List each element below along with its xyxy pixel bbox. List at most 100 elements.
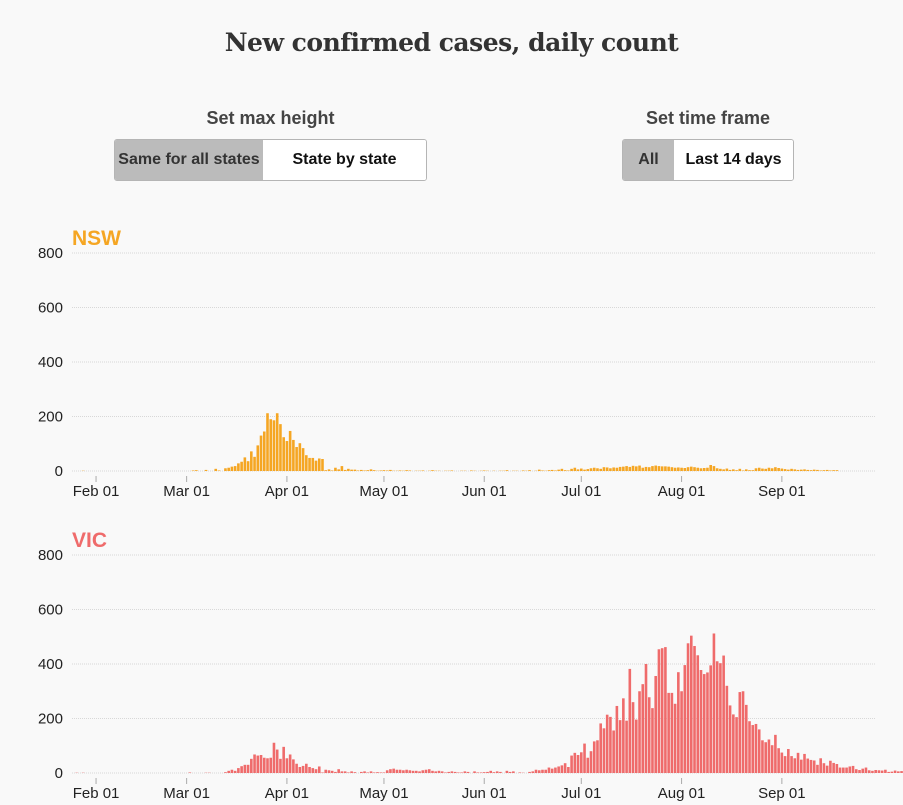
vic-bar [415,770,418,773]
vic-bar [379,772,383,774]
vic-bar [473,771,476,774]
vic-bar [305,763,308,774]
nsw-bar [350,469,353,471]
vic-bar [550,768,554,773]
vic-bar [777,748,780,773]
nsw-bar [253,456,256,471]
nsw-bar [664,466,667,471]
vic-bar [858,770,861,773]
nsw-bar [398,470,402,472]
vic-bar [295,763,298,774]
vic-bar [337,769,340,774]
vic-bar [738,692,742,773]
vic-bar [444,772,447,774]
all-button[interactable]: All [623,140,674,180]
vic-bar [531,771,535,774]
vic-bar [744,704,748,774]
nsw-bar [596,468,599,472]
vic-bar [725,685,729,773]
same-for-all-states-button[interactable]: Same for all states [115,140,263,180]
vic-bar [288,754,292,773]
vic-bar [421,770,425,774]
vic-chart: VIC 0 200 400 600 800 Feb 01 Mar 01 Apr 01 May 01… [38,529,903,802]
nsw-bar [269,419,273,471]
nsw-bar [634,466,638,471]
vic-bar [537,770,541,774]
vic-bar [864,767,868,773]
nsw-bar [757,467,761,471]
nsw-bar [266,413,269,471]
nsw-bar [421,470,425,472]
nsw-bar [259,435,263,471]
nsw-bar [631,465,635,471]
nsw-bar [334,467,337,471]
state-by-state-button[interactable]: State by state [263,140,426,180]
vic-bar [512,771,515,774]
nsw-bar [382,470,386,471]
nsw-bar [725,468,729,471]
nsw-bar [751,470,755,471]
vic-bar [877,770,881,774]
vic-bar [282,746,285,773]
nsw-bar [298,443,302,471]
vic-bar [880,770,884,773]
vic-bar [871,770,874,773]
vic-bar [761,740,764,773]
nsw-bar [689,466,693,471]
last-14-days-button[interactable]: Last 14 days [674,140,793,180]
vic-bar [576,755,580,773]
nsw-bar [366,470,370,471]
vic-bar [534,769,538,773]
vic-bar [803,753,806,774]
vic-bar [819,758,822,773]
vic-bar [573,752,577,774]
vic-bar [570,755,573,773]
vic-bar [589,751,593,773]
vic-bar [796,752,800,774]
nsw-bar [550,469,554,471]
nsw-bar [363,470,366,472]
vic-bar [854,769,858,774]
vic-bar [712,633,716,773]
vic-bar [411,770,415,773]
vic-bar [638,691,641,773]
vic-bar [605,714,609,774]
vic-bar [673,703,677,773]
nsw-y-tick-label: 200 [38,409,63,426]
vic-bar [741,691,745,773]
nsw-bar [790,468,793,471]
vic-bar [372,772,376,774]
nsw-bar [738,468,742,471]
vic-bar [466,771,470,773]
vic-bar [324,769,328,773]
nsw-bar [243,457,247,472]
nsw-bar [806,469,810,471]
vic-bar [816,764,819,773]
nsw-bar [602,467,606,472]
nsw-bar [272,420,276,471]
nsw-bar [385,470,389,472]
nsw-bar [706,467,709,471]
nsw-bar [754,468,758,472]
nsw-bar [528,470,531,471]
vic-bar [405,769,408,773]
vic-bar [842,767,845,773]
vic-bar [262,757,266,773]
nsw-bar [735,470,738,471]
vic-bar [751,725,755,773]
vic-bar [774,734,777,773]
vic-bar [460,772,463,774]
nsw-bar [324,470,328,471]
vic-bar [651,708,654,773]
nsw-bar [214,468,218,471]
nsw-bar [282,437,285,471]
vic-bar [392,768,395,773]
vic-x-tick-label: Sep 01 [758,785,806,802]
vic-state-label: VIC [72,529,107,552]
nsw-bar [576,469,580,472]
nsw-x-tick-label: May 01 [359,483,408,500]
nsw-bar [761,468,764,471]
vic-bar [343,771,347,774]
nsw-bar [360,469,363,471]
vic-bar [311,768,315,773]
